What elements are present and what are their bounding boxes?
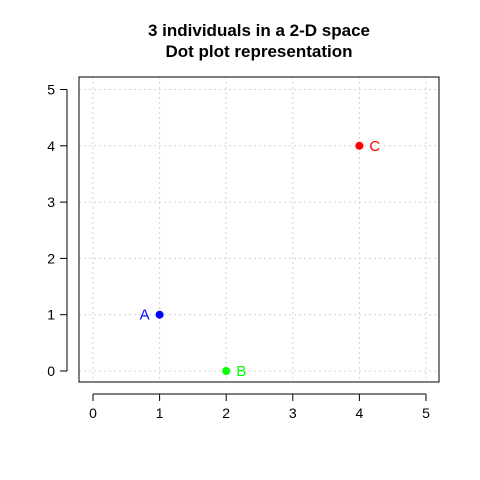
y-tick-label-3: 3	[47, 194, 55, 210]
chart-subtitle: Dot plot representation	[165, 42, 352, 61]
x-tick-label-2: 2	[222, 405, 230, 421]
data-points: A B C	[140, 138, 381, 380]
axes: 0 1 2 3 4 5 0 1 2 3 4 5	[47, 82, 430, 422]
point-C	[355, 141, 364, 150]
y-tick-label-5: 5	[47, 82, 55, 98]
x-tick-label-4: 4	[356, 405, 364, 421]
grid-lines	[79, 77, 439, 382]
y-tick-label-1: 1	[47, 307, 55, 323]
y-tick-label-0: 0	[47, 363, 55, 379]
x-tick-label-0: 0	[89, 405, 97, 421]
x-tick-label-3: 3	[289, 405, 297, 421]
point-label-C: C	[369, 138, 380, 155]
y-tick-label-4: 4	[47, 138, 55, 154]
point-label-A: A	[140, 307, 150, 324]
plot-frame	[78, 76, 440, 383]
point-B	[222, 367, 231, 375]
y-tick-label-2: 2	[47, 250, 55, 266]
point-A	[155, 310, 164, 319]
point-label-B: B	[236, 363, 246, 380]
chart-title: 3 individuals in a 2-D space	[148, 21, 370, 40]
x-tick-label-1: 1	[156, 405, 164, 421]
x-tick-label-5: 5	[422, 405, 430, 421]
